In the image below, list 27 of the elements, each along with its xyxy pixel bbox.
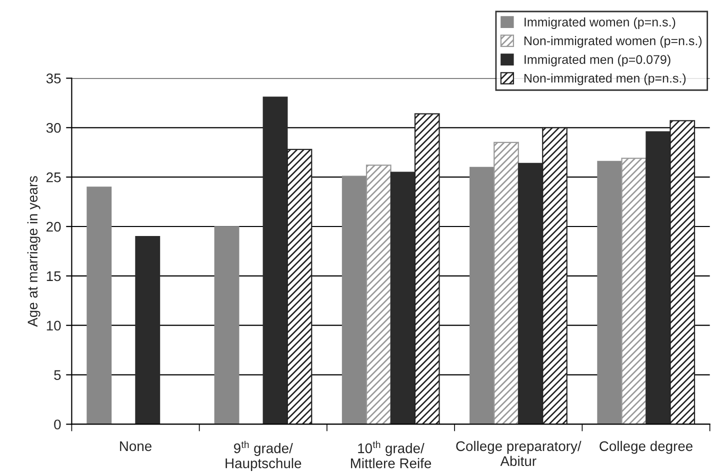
y-tick-label: 15 [46, 271, 61, 282]
legend-label: Immigrated women (p=n.s.) [524, 17, 676, 29]
legend-label: Non-immigrated men (p=n.s.) [524, 73, 686, 86]
bar [597, 160, 622, 424]
bar [621, 158, 647, 424]
y-axis-title: Age at marriage in years [27, 176, 40, 327]
y-tick-label: 35 [46, 74, 61, 84]
x-tick-label: 10$^{th}$ grade/ Mittlere Reife [351, 440, 432, 468]
legend-label: Non-immigrated women (p=n.s.) [524, 36, 702, 48]
y-tick-label: 25 [46, 172, 61, 182]
y-tick-label: 20 [46, 222, 61, 232]
x-tick-label: None [120, 441, 152, 452]
y-tick-label: 10 [46, 320, 61, 331]
x-tick-label: College preparatory/ Abitur [456, 440, 582, 466]
y-tick-label: 5 [54, 370, 61, 380]
bar [86, 186, 112, 424]
y-tick-label: 30 [46, 122, 61, 133]
bar [366, 164, 392, 424]
bar [214, 226, 240, 424]
x-tick-label: College degree [600, 440, 693, 454]
bar [342, 176, 367, 424]
bar [470, 166, 494, 424]
x-tick-label: 9$^{th}$ grade/ Hauptschule [226, 440, 302, 471]
bar [494, 142, 519, 424]
legend-label: Immigrated men (p=0.079) [524, 54, 670, 66]
y-tick-label: 0 [54, 420, 61, 430]
bar [135, 236, 160, 424]
